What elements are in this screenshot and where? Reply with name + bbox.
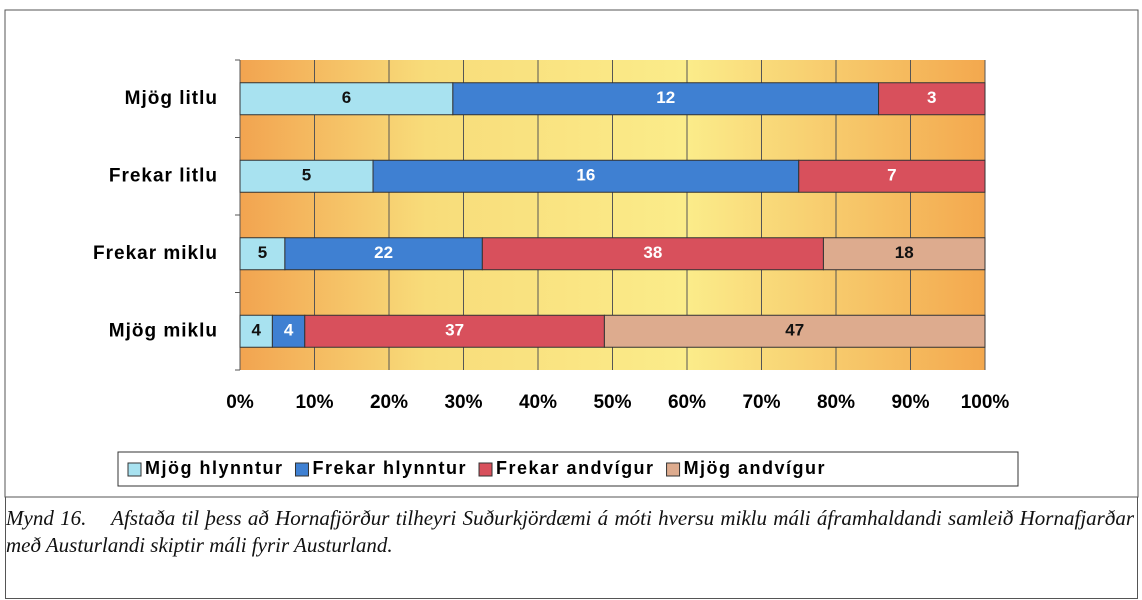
value-label: 5 [302, 166, 311, 185]
bar-segment [239, 314, 273, 348]
bar-segment [271, 314, 306, 348]
value-label: 4 [251, 321, 261, 340]
legend-swatch [294, 462, 309, 477]
x-tick-label: 70% [742, 392, 780, 413]
x-tick-label: 40% [519, 392, 557, 413]
x-tick-label: 80% [817, 392, 855, 413]
value-label: 12 [656, 88, 675, 107]
y-tick-label: Frekar litlu [109, 165, 218, 186]
x-tick-label: 0% [226, 392, 254, 413]
value-label: 4 [284, 321, 294, 340]
caption-label: Mynd 16. [6, 506, 87, 530]
legend-swatch [666, 462, 681, 477]
value-label: 3 [927, 88, 936, 107]
legend-label: Frekar hlynntur [312, 458, 467, 478]
caption-frame [5, 497, 1138, 599]
y-tick-label: Mjög miklu [109, 320, 218, 341]
x-tick-label: 20% [370, 392, 408, 413]
bar-segment [481, 237, 824, 271]
caption-text: Afstaða til þess að Hornafjörður tilheyr… [6, 506, 1134, 557]
bar-segment [239, 82, 454, 116]
bar-segment [878, 82, 986, 116]
value-label: 6 [342, 88, 351, 107]
bar-segment [603, 314, 986, 348]
x-tick-label: 30% [444, 392, 482, 413]
value-label: 47 [785, 321, 804, 340]
legend-swatch [478, 462, 493, 477]
value-label: 7 [887, 166, 896, 185]
y-tick-label: Frekar miklu [93, 243, 218, 264]
legend-label: Mjög hlynntur [145, 458, 283, 478]
value-label: 38 [643, 243, 662, 262]
value-label: 18 [895, 243, 914, 262]
caption: Mynd 16. Afstaða til þess að Hornafjörðu… [6, 505, 1134, 559]
x-tick-label: 100% [961, 392, 1010, 413]
x-tick-label: 50% [593, 392, 631, 413]
x-tick-label: 10% [295, 392, 333, 413]
bar-segment [822, 237, 986, 271]
bar-segment [239, 159, 374, 193]
legend-box [117, 451, 1019, 487]
y-tick-label: Mjög litlu [125, 88, 218, 109]
chart: 0% 10% 20% 30% 40% 50% 60% 70% 80% 90% 100% Mjög li… [4, 9, 1139, 498]
value-label: 5 [258, 243, 267, 262]
bar-segment [798, 159, 986, 193]
value-label: 37 [445, 321, 464, 340]
legend-label: Frekar andvígur [496, 458, 655, 478]
x-tick-label: 60% [668, 392, 706, 413]
x-tick-label: 90% [891, 392, 929, 413]
value-label: 16 [576, 166, 595, 185]
value-label: 22 [374, 243, 393, 262]
legend-label: Mjög andvígur [684, 458, 827, 478]
legend-swatch [127, 462, 142, 477]
bar-segment [284, 237, 483, 271]
